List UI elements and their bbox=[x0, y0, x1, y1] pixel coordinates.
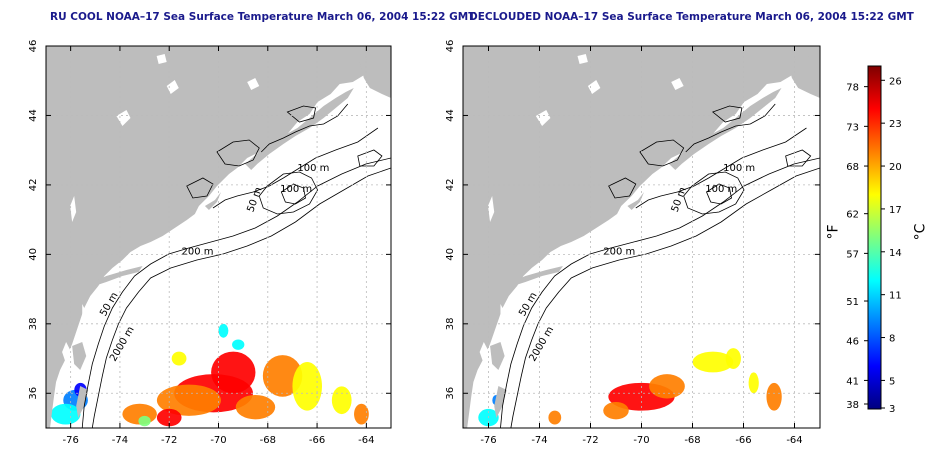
colorbar-celsius-tick: 11 bbox=[889, 291, 902, 302]
colorbar-fahrenheit-ticks: 78 73 68 62 57 51 46 41 38 bbox=[846, 83, 868, 411]
graticule bbox=[46, 46, 391, 428]
sst-patch bbox=[331, 386, 352, 415]
y-tick-label: 44 bbox=[445, 109, 456, 122]
colorbar-fahrenheit-tick: 78 bbox=[846, 83, 859, 94]
contour-label: 100 m bbox=[280, 184, 312, 195]
graticule bbox=[463, 46, 820, 428]
sst-patch bbox=[692, 351, 734, 373]
colorbar-celsius-tick: 8 bbox=[889, 334, 895, 345]
colorbar-fahrenheit-tick: 51 bbox=[846, 297, 859, 308]
x-tick-label: -76 bbox=[480, 435, 496, 446]
colorbar-celsius-tick: 20 bbox=[889, 162, 902, 173]
colorbar: 78 73 68 62 57 51 46 41 38 26 23 20 17 14 11 8 5 3 bbox=[846, 65, 902, 415]
y-tick-label: 40 bbox=[445, 248, 456, 261]
x-tick-label: -74 bbox=[531, 435, 547, 446]
sst-patch bbox=[725, 348, 741, 369]
x-axis: -76 -74 -72 -70 -68 -66 -64 bbox=[62, 46, 375, 446]
x-tick-label: -64 bbox=[358, 435, 374, 446]
colorbar-fahrenheit-tick: 38 bbox=[846, 400, 859, 411]
contour-label: 100 m bbox=[297, 163, 329, 174]
sst-patch bbox=[171, 351, 187, 366]
colorbar-fahrenheit-tick: 41 bbox=[846, 376, 859, 387]
colorbar-celsius-ticks: 26 23 20 17 14 11 8 5 3 bbox=[881, 76, 902, 415]
sst-patch bbox=[218, 323, 229, 338]
colorbar-fahrenheit-label: °F bbox=[825, 224, 842, 240]
colorbar-celsius-tick: 5 bbox=[889, 376, 895, 387]
colorbar-fahrenheit-tick: 68 bbox=[846, 162, 859, 173]
colorbar-celsius-tick: 17 bbox=[889, 205, 902, 216]
contour-label: 100 m bbox=[723, 163, 755, 174]
y-tick-label: 38 bbox=[445, 317, 456, 330]
y-tick-label: 36 bbox=[445, 387, 456, 400]
x-axis: -76 -74 -72 -70 -68 -66 -64 bbox=[480, 46, 803, 446]
colorbar-celsius-tick: 14 bbox=[889, 248, 902, 259]
x-tick-label: -66 bbox=[309, 435, 325, 446]
x-tick-label: -66 bbox=[735, 435, 751, 446]
sst-patch bbox=[235, 395, 276, 420]
colorbar-celsius-tick: 23 bbox=[889, 119, 902, 130]
colorbar-fahrenheit-tick: 46 bbox=[846, 337, 859, 348]
sst-patch bbox=[262, 355, 303, 397]
sst-data-layer bbox=[50, 323, 369, 427]
y-tick-label: 38 bbox=[28, 317, 39, 330]
sst-patch bbox=[354, 403, 369, 425]
right-panel-title: DECLOUDED NOAA–17 Sea Surface Temperatur… bbox=[469, 11, 914, 23]
sst-patch bbox=[766, 382, 782, 411]
x-tick-label: -72 bbox=[161, 435, 177, 446]
y-tick-label: 42 bbox=[28, 179, 39, 192]
colorbar-fahrenheit-tick: 62 bbox=[846, 210, 859, 221]
y-axis: 36 38 40 42 44 46 bbox=[28, 40, 391, 400]
x-tick-label: -76 bbox=[62, 435, 78, 446]
sst-patch bbox=[748, 372, 759, 394]
y-tick-label: 42 bbox=[445, 179, 456, 192]
colorbar-gradient bbox=[867, 65, 882, 410]
sst-patch bbox=[50, 403, 81, 425]
contour-label: 200 m bbox=[603, 246, 635, 257]
x-tick-label: -70 bbox=[210, 435, 226, 446]
x-tick-label: -64 bbox=[786, 435, 802, 446]
colorbar-celsius-label: °C bbox=[912, 223, 929, 241]
x-tick-label: -74 bbox=[112, 435, 128, 446]
colorbar-fahrenheit-tick: 57 bbox=[846, 249, 859, 260]
sst-patch bbox=[548, 410, 562, 425]
x-tick-label: -68 bbox=[684, 435, 700, 446]
sst-patch bbox=[292, 362, 323, 411]
sst-patch bbox=[603, 401, 629, 420]
sst-patch bbox=[649, 374, 685, 399]
y-axis: 36 38 40 42 44 46 bbox=[445, 40, 820, 400]
y-tick-label: 40 bbox=[28, 248, 39, 261]
y-tick-label: 44 bbox=[28, 109, 39, 122]
sst-patch bbox=[232, 339, 245, 350]
sst-patch bbox=[211, 351, 256, 394]
x-tick-label: -70 bbox=[633, 435, 649, 446]
colorbar-celsius-tick: 26 bbox=[889, 76, 902, 87]
x-tick-label: -68 bbox=[260, 435, 276, 446]
left-panel-title: RU COOL NOAA–17 Sea Surface Temperature … bbox=[50, 11, 476, 23]
y-tick-label: 36 bbox=[28, 387, 39, 400]
y-tick-label: 46 bbox=[445, 40, 456, 53]
y-tick-label: 46 bbox=[28, 40, 39, 53]
colorbar-celsius-tick: 3 bbox=[889, 404, 895, 415]
sst-patch bbox=[138, 415, 151, 427]
sst-patch bbox=[156, 384, 221, 416]
x-tick-label: -72 bbox=[582, 435, 598, 446]
colorbar-fahrenheit-tick: 73 bbox=[846, 122, 859, 133]
contour-label: 100 m bbox=[705, 184, 737, 195]
contour-label: 200 m bbox=[182, 246, 214, 257]
